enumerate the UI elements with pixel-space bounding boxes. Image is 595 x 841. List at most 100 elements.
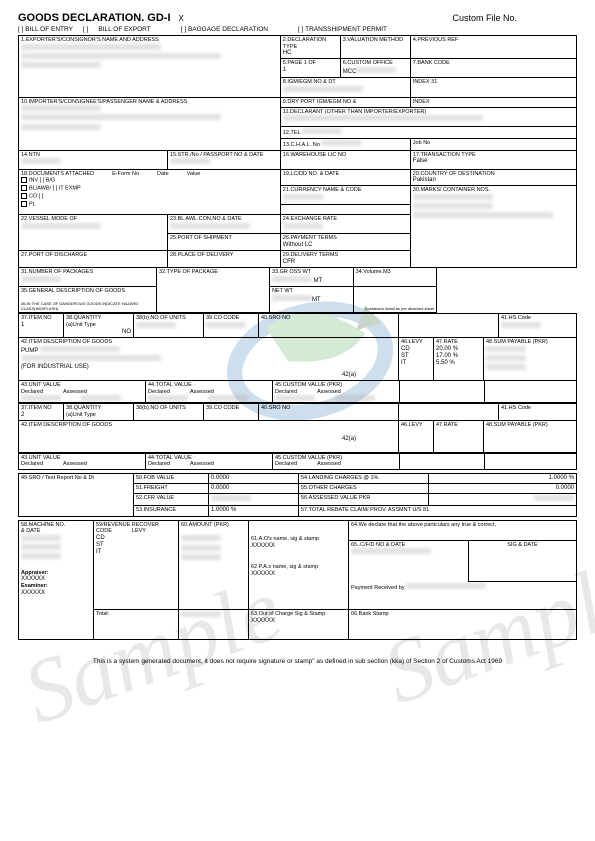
i1f41: 41.HS Code	[501, 315, 574, 322]
f29: 29.DELIVERY TERMS	[283, 252, 408, 259]
sig: SIG & DATE	[471, 542, 574, 549]
f5: 5.PAGE 1 OF	[283, 60, 338, 67]
i1f43: 43.UNIT VALUE	[21, 382, 143, 389]
i1f42a: 42(a)	[21, 372, 356, 379]
f18d: PL	[29, 201, 36, 207]
f10: 10.IMPORTER'S/CONSIGNEE'S/PASSENGER NAME…	[21, 99, 278, 106]
f32: 32.TYPE OF PACKAGE	[159, 269, 267, 276]
i1f39: 39.CO CODE	[206, 315, 256, 322]
f31: 31.NUMBER OF PACKAGES	[21, 269, 154, 276]
f66: 66.Bank Stamp	[351, 611, 574, 618]
f64: 64.We declare that the above particulars…	[351, 522, 574, 529]
f55: 55.OTHER CHARGES	[301, 485, 357, 491]
f36: 36.IN THE CASE OF DANGEROUS GOODS INDICA…	[21, 302, 154, 312]
i1f46: 46.LEVY	[401, 339, 431, 346]
i1f38a: (a)Unit Type	[66, 322, 96, 328]
doc-header: GOODS DECLARATION. GD-I X Custom File No…	[18, 12, 577, 24]
f21: 21.CURRENCY NAME & CODE	[283, 187, 408, 194]
f58b: & DATE	[21, 528, 91, 535]
item2-desc: 42.ITEM DESCRIPTION OF GOODS 42(a) 46.LE…	[18, 420, 577, 453]
gd: GD-I	[147, 12, 170, 24]
f1: 1.EXPORTER'S/CONSIGNOR'S NAME AND ADDRES…	[21, 37, 278, 44]
chk-transship: [ ] TRANSSHIPMENT PERMIT	[298, 26, 387, 33]
item2-vals: 43.UNIT VALUE DeclaredAssessed 44.TOTAL …	[18, 453, 577, 470]
i1f38b: 38(b).NO OF UNITS	[136, 315, 201, 322]
f4: 4.PREVIOUS REF	[413, 37, 574, 44]
i1f37v: 1	[21, 322, 61, 329]
f57: 57.TOTAL REBATE CLAIM/ PROV. ASSMNT U/S …	[301, 507, 429, 513]
f17v: False	[413, 158, 574, 165]
f65: 65..C/F/D NO & DATE	[351, 542, 466, 549]
i1rcd: 20.00	[436, 346, 451, 352]
f63: 63.Out of Charge Sig & Stamp	[251, 611, 346, 618]
i1it: IT	[401, 360, 431, 367]
f35net: NET WT	[272, 288, 351, 295]
f54: 54.LANDING CHARGES @ 1%	[301, 475, 378, 481]
f2v: HC	[283, 50, 338, 57]
f5v: 1	[283, 67, 338, 74]
f25: 25.PORT OF SHIPMENT	[170, 235, 278, 242]
f53v: 1.0000 %	[211, 507, 236, 513]
total: Total:	[96, 611, 176, 618]
f19: 19.LC/DD NO. & DATE	[283, 171, 408, 178]
f18: 18.DOCUMENTS ATTACHED	[21, 171, 94, 178]
i1rit: 5.50	[436, 360, 448, 366]
f6v: MCC	[343, 69, 357, 75]
i1f47: 47.RATE	[436, 339, 481, 346]
f28: 28.PLACE OF DELIVERY	[170, 252, 278, 259]
footer-note: This is a system generated document, it …	[18, 658, 577, 665]
f56: 56.ASSESSED VALUE PKR	[301, 495, 370, 501]
f52: 52.CFR VALUE	[136, 495, 174, 501]
f33: 33.GR OSS WT	[272, 269, 351, 276]
f61: 61.A.O's name, sig & stamp	[251, 536, 346, 543]
f53: 53.INSURANCE	[136, 507, 176, 513]
i1st: ST	[401, 353, 431, 360]
i1pump: PUMP	[21, 348, 38, 354]
f23: 23.BL AWL.CON.NO & DATE	[170, 216, 278, 223]
f60: 60.AMOUNT (PKR)	[181, 522, 246, 529]
f8b: INDEX 31	[413, 79, 574, 86]
f26v: Without LC	[283, 242, 408, 249]
custom-file: Custom File No.	[452, 13, 517, 23]
f50: 50.FOB VALUE	[136, 475, 174, 481]
chk-baggage: [ ] BAGGAGE DECLARATION	[181, 26, 268, 33]
f59: 59/REVENUE RECOVER	[96, 522, 176, 529]
item1-head: 37.ITEM NO 1 38.QUANTITY (a)Unit Type NO…	[18, 313, 577, 338]
f24: 24.EXCHANGE RATE	[283, 216, 408, 223]
i1f38: 38.QUANTITY	[66, 315, 131, 322]
f3: 3.VALUATION METHOD	[343, 37, 408, 44]
f29v: CFR	[283, 259, 408, 266]
item2-head: 37.ITEM NO2 38.QUANTITY(a)Unit Type 38(b…	[18, 403, 577, 421]
i1f45: 45.CUSTOM VALUE (PKR)	[275, 382, 397, 389]
f20: 20.COUNTRY OF DESTINATION	[413, 171, 574, 178]
totals-grid: 49.SRO / Test Report No & Dt 50.FOB VALU…	[18, 473, 577, 517]
i1f37: 37.ITEM NO	[21, 315, 61, 322]
f20v: Pakistan	[413, 177, 574, 184]
item1-desc: 42.ITEM DESCRIPTION OF GOODS PUMP (FOR I…	[18, 337, 577, 380]
f11: 11.DECLARANT (OTHER THAN IMPORTER/EXPORT…	[283, 109, 574, 116]
f18a: INV [ ] B/G	[29, 178, 55, 184]
f9: 9.DRY PORT IGM/EGM NO &	[283, 99, 357, 105]
f51: 51.FREIGHT	[136, 485, 168, 491]
item1-vals: 43.UNIT VALUE DeclaredAssessed 44.TOTAL …	[18, 380, 577, 403]
f54v: 1.0000 %	[549, 475, 574, 482]
f33v: MT	[314, 278, 323, 284]
f30: 30.MARKS/ CONTAINER NOS.	[413, 187, 574, 194]
permit-checks: [ ] BILL OF ENTRY [ ] BILL OF EXPORT [ ]…	[18, 26, 577, 33]
f26: 26.PAYMENT TERMS	[283, 235, 408, 242]
f13b: Job No	[413, 140, 430, 146]
i1f40: 40.SRO NO	[261, 315, 396, 322]
chk-b: [ ]	[83, 26, 88, 33]
exam: Examiner:	[21, 583, 91, 590]
main-grid: 1.EXPORTER'S/CONSIGNOR'S NAME AND ADDRES…	[18, 35, 577, 268]
f18dt: Date	[157, 171, 169, 178]
f35: 35.GENERAL DESCRIPTION OF GOODS	[21, 288, 154, 295]
f12: 12.TEL	[283, 130, 301, 136]
f16: 16.WAREHOUSE LIC NO	[283, 152, 408, 159]
f55v: 0.0000	[556, 485, 574, 492]
f49: 49.SRO / Test Report No & Dt	[21, 475, 131, 482]
payrcv: Payment Received by	[351, 585, 405, 591]
i1cd: CD	[401, 346, 431, 353]
f27: 27.PORT OF DISCHARGE	[21, 252, 165, 259]
bottom-grid: 58.MACHINE NO. & DATE Appraiser: XXXXXX …	[18, 520, 577, 640]
